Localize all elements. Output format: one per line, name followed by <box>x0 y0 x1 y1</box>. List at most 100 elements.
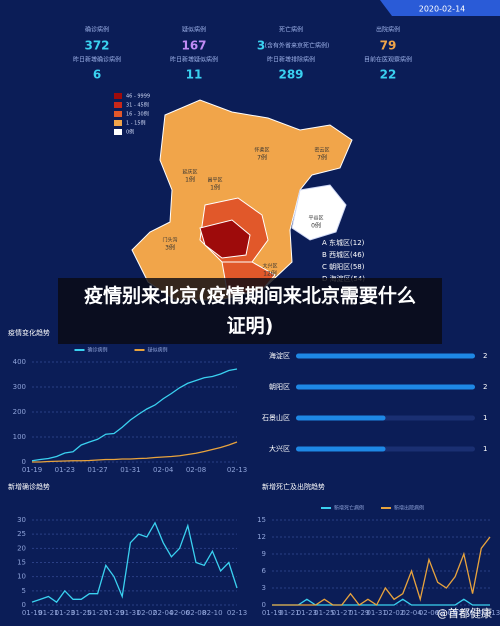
legend-label: 确诊病例 <box>88 347 108 354</box>
stat-label: 昨日新增排除病例 <box>267 56 315 64</box>
x-tick-label: 01-31 <box>120 466 140 474</box>
y-tick-label: 海淀区 <box>269 351 290 360</box>
y-tick-label: 100 <box>13 433 26 441</box>
legend-label: 1 - 15例 <box>126 120 146 127</box>
x-tick-label: 02-13 <box>227 609 247 617</box>
x-tick-label: 01-27 <box>332 609 352 617</box>
y-tick-label: 石景山区 <box>262 413 290 422</box>
x-tick-label: 02-13 <box>227 466 247 474</box>
legend-swatch <box>114 111 122 117</box>
y-tick-label: 3 <box>262 584 266 592</box>
legend-swatch <box>114 102 122 108</box>
series-line <box>31 521 238 604</box>
x-tick-label: 02-13 <box>480 609 500 617</box>
chart-title: 疫情变化趋势 <box>8 328 50 337</box>
district-count: 0例 <box>311 222 321 230</box>
district-name: 延庆区 <box>182 169 197 176</box>
x-tick-label: 02-10 <box>454 609 474 617</box>
stat-label: 疑似病例 <box>182 26 206 34</box>
x-tick-label: 01-21 <box>38 609 58 617</box>
x-tick-label: 01-27 <box>87 609 107 617</box>
x-tick-label: 01-31 <box>366 609 386 617</box>
legend-label: 31 - 45例 <box>126 102 149 109</box>
stat-value: 289 <box>278 68 303 82</box>
district-name: 昌平区 <box>207 178 222 184</box>
y-tick-label: 0 <box>22 601 26 609</box>
y-tick-label: 12 <box>257 533 266 541</box>
district-count: 12例 <box>263 270 277 278</box>
map <box>131 99 353 301</box>
stat-value: 3 <box>257 39 265 53</box>
x-tick-label: 02-08 <box>436 609 456 617</box>
y-tick-label: 200 <box>13 408 26 416</box>
x-tick-label: 02-08 <box>186 609 206 617</box>
stat-value: 372 <box>84 39 109 53</box>
x-tick-label: 01-31 <box>120 609 140 617</box>
date: 2020-02-14 <box>419 5 466 14</box>
district-name: 密云区 <box>314 147 329 154</box>
chart-title: 新增死亡及出院趋势 <box>262 482 325 491</box>
stat-value: 6 <box>93 68 101 82</box>
x-tick-label: 02-06 <box>419 609 440 617</box>
date-tab <box>380 0 500 16</box>
x-tick-label: 02-02 <box>384 609 404 617</box>
y-tick-label: 0 <box>22 458 26 466</box>
y-tick-label: 15 <box>257 516 266 524</box>
legend-swatch <box>114 120 122 126</box>
stat-value: 167 <box>181 39 206 53</box>
y-tick-label: 300 <box>13 383 26 391</box>
x-tick-label: 02-10 <box>202 609 222 617</box>
legend-swatch <box>114 93 122 99</box>
overlay-title: 疫情别来北京(疫情期间来北京需要什么证明) <box>58 278 442 344</box>
district-key: B 西城区(46) <box>322 251 365 259</box>
stat-label: 确诊病例 <box>85 26 109 34</box>
legend-label: 新增出院病例 <box>394 505 424 512</box>
x-tick-label: 01-19 <box>22 466 42 474</box>
x-tick-label: 01-19 <box>262 609 282 617</box>
district-name: 怀柔区 <box>254 147 269 154</box>
x-tick-label: 02-06 <box>169 609 190 617</box>
district-name: 大兴区 <box>262 263 277 270</box>
x-tick-label: 01-21 <box>279 609 299 617</box>
x-tick-label: 01-23 <box>297 609 317 617</box>
bar <box>296 446 386 452</box>
stat-value: 11 <box>186 68 203 82</box>
legend-label: 疑似病例 <box>148 347 168 354</box>
stat-value: 79 <box>380 39 397 53</box>
x-tick-label: 02-04 <box>153 609 174 617</box>
stat-label: 目前在医观察病例 <box>364 56 412 64</box>
y-tick-label: 朝阳区 <box>269 382 290 391</box>
y-tick-label: 5 <box>22 587 26 595</box>
district-name: 门头沟 <box>162 237 177 244</box>
y-tick-label: 25 <box>17 530 26 538</box>
legend-swatch <box>114 129 122 135</box>
x-tick-label: 01-19 <box>22 609 42 617</box>
stat-label: 出院病例 <box>376 26 400 34</box>
value-label: 1 <box>483 445 487 453</box>
district-count: 1例 <box>210 184 220 192</box>
legend-label: 46 - 9999 <box>126 94 150 100</box>
x-tick-label: 01-29 <box>349 609 369 617</box>
stat-label: 昨日新增疑似病例 <box>170 56 218 64</box>
y-tick-label: 400 <box>13 358 26 366</box>
y-tick-label: 9 <box>262 550 266 558</box>
y-tick-label: 15 <box>17 559 26 567</box>
district-key: C 朝阳区(58) <box>322 262 365 271</box>
x-tick-label: 01-25 <box>314 609 334 617</box>
series-line <box>32 441 238 463</box>
x-tick-label: 01-29 <box>104 609 124 617</box>
y-tick-label: 0 <box>262 601 266 609</box>
core-districts <box>199 219 251 259</box>
bar <box>296 415 386 421</box>
legend-label: 新增死亡病例 <box>334 505 364 512</box>
bar <box>296 384 475 390</box>
value-label: 2 <box>483 383 487 391</box>
x-tick-label: 02-08 <box>186 466 206 474</box>
x-tick-label: 01-23 <box>55 609 75 617</box>
series-line <box>272 536 491 606</box>
y-tick-label: 10 <box>17 573 26 581</box>
legend-label: 0例 <box>126 129 134 136</box>
legend-label: 16 - 30例 <box>126 111 149 118</box>
watermark: @首都健康 <box>437 606 492 620</box>
